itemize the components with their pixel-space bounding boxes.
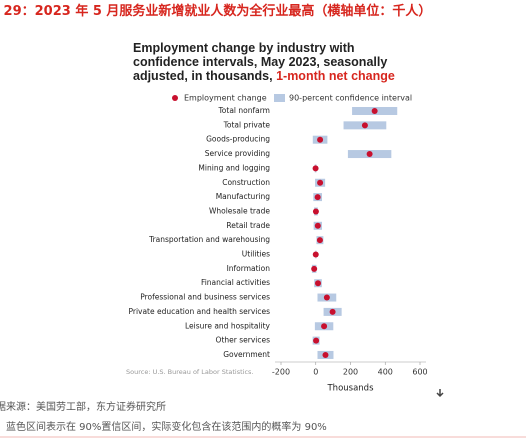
source-note: Source: U.S. Bureau of Labor Statistics. xyxy=(126,368,254,376)
category-label: Total private xyxy=(223,120,271,129)
employment-dot xyxy=(314,222,321,229)
employment-dot xyxy=(312,208,319,215)
category-label: Other services xyxy=(216,336,271,345)
employment-dot xyxy=(315,280,322,287)
employment-dot xyxy=(314,194,321,201)
title-highlight: 1-month net change xyxy=(276,69,395,83)
category-label: Wholesale trade xyxy=(209,206,270,215)
x-tick-label: -200 xyxy=(272,368,290,377)
category-label: Information xyxy=(227,264,271,273)
category-label: Total nonfarm xyxy=(218,106,271,115)
employment-dot xyxy=(316,237,323,244)
x-axis-label: Thousands xyxy=(326,384,374,394)
category-label: Goods-producing xyxy=(206,135,270,144)
header: 图 29：2023 年 5 月服务业新增就业人数为全行业最高（横轴单位：千人） xyxy=(0,4,432,19)
category-label: Service providing xyxy=(205,149,270,158)
employment-dot xyxy=(317,179,324,186)
x-tick-label: 400 xyxy=(378,368,393,377)
employment-dot xyxy=(317,136,324,143)
category-label: Mining and logging xyxy=(198,163,270,172)
employment-dot xyxy=(311,265,318,272)
employment-dot xyxy=(361,122,368,129)
employment-dot xyxy=(313,337,320,344)
x-tick-label: 600 xyxy=(412,368,427,377)
employment-dot xyxy=(312,251,319,258)
category-label: Professional and business services xyxy=(140,293,270,302)
employment-dot xyxy=(312,165,319,172)
legend-label: 90-percent confidence interval xyxy=(289,94,412,103)
chart-title: Employment change by industry with confi… xyxy=(133,41,403,83)
employment-dot xyxy=(366,151,373,158)
category-label: Utilities xyxy=(242,250,270,259)
x-tick-label: 200 xyxy=(343,368,358,377)
employment-dot xyxy=(371,108,378,114)
title: Employment change by industry with confi… xyxy=(133,41,388,83)
legend-dot xyxy=(172,95,178,101)
footer-note: 注：蓝色区间表示在 90%置信区间，实际变化包含在该范围内的概率为 90% xyxy=(0,422,327,433)
employment-dot xyxy=(323,294,330,301)
legend-label: Employment change xyxy=(184,94,267,103)
employment-dot xyxy=(321,323,328,330)
category-label: Manufacturing xyxy=(216,192,271,201)
employment-dot xyxy=(329,308,336,315)
category-label: Financial activities xyxy=(201,278,270,287)
legend-swatch xyxy=(274,94,285,102)
category-label: Construction xyxy=(222,178,270,187)
category-label: Retail trade xyxy=(226,221,270,230)
category-label: Government xyxy=(223,350,270,359)
x-tick-label: 0 xyxy=(313,368,318,377)
employment-dot xyxy=(322,351,329,358)
category-label: Transportation and warehousing xyxy=(148,235,270,244)
footer-source: 数据来源：美国劳工部，东方证券研究所 xyxy=(0,402,166,413)
category-label: Leisure and hospitality xyxy=(185,321,271,330)
download-icon[interactable] xyxy=(436,389,444,398)
category-label: Private education and health services xyxy=(128,307,270,316)
